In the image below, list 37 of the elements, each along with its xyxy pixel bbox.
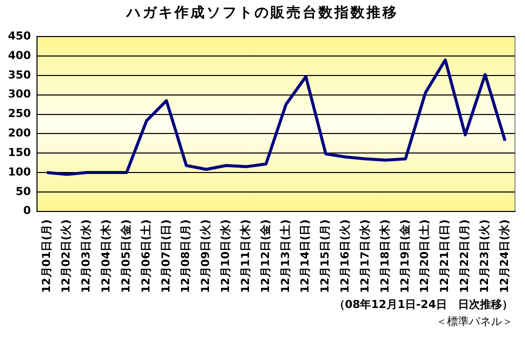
y-tick-label: 100 — [8, 165, 32, 178]
x-tick-label: 12月16日(火) — [338, 219, 352, 293]
y-tick-label: 450 — [8, 29, 32, 42]
y-tick-label: 150 — [8, 146, 32, 159]
x-tick-label: 12月15日(月) — [318, 219, 332, 293]
x-tick-label: 12月02日(火) — [60, 219, 73, 293]
x-tick-label: 12月07日(日) — [159, 219, 172, 293]
x-tick-label: 12月14日(日) — [298, 219, 312, 293]
y-tick-label: 0 — [23, 204, 32, 218]
x-tick-label: 12月19日(金) — [398, 219, 412, 293]
x-tick-label: 12月12日(金) — [258, 219, 272, 293]
x-tick-label: 12月08日(月) — [179, 219, 192, 293]
x-tick-label: 12月13日(土) — [278, 219, 292, 293]
y-tick-label: 50 — [16, 184, 32, 198]
x-tick-label: 12月04日(木) — [100, 219, 113, 293]
x-tick-label: 12月23日(火) — [478, 219, 491, 293]
x-tick-label: 12月24日(水) — [498, 219, 511, 293]
x-tick-label: 12月11日(木) — [238, 219, 252, 293]
x-tick-label: 12月09日(火) — [199, 219, 212, 293]
y-tick-label: 250 — [8, 107, 32, 120]
y-tick-label: 300 — [8, 88, 32, 101]
y-tick-label: 400 — [8, 48, 32, 62]
y-tick-label: 200 — [8, 126, 32, 140]
x-tick-label: 12月01日(月) — [40, 219, 53, 293]
chart-title: ハガキ作成ソフトの販売台数指数推移 — [124, 4, 400, 22]
x-tick-label: 12月06日(土) — [139, 219, 152, 293]
x-tick-label: 12月21日(日) — [438, 219, 452, 293]
x-tick-label: 12月17日(水) — [358, 219, 372, 293]
x-tick-label: 12月20日(土) — [418, 219, 432, 293]
x-tick-label: 12月05日(金) — [119, 219, 132, 293]
x-tick-label: 12月22日(月) — [458, 219, 472, 293]
text: （08年12月1日-24日 日次推移） — [334, 297, 513, 313]
text: ＜標準パネル＞ — [435, 314, 513, 330]
x-tick-label: 12月03日(水) — [80, 219, 93, 293]
x-tick-label: 12月18日(木) — [378, 219, 392, 293]
y-tick-label: 350 — [8, 68, 32, 82]
x-tick-label: 12月10日(水) — [219, 219, 232, 293]
